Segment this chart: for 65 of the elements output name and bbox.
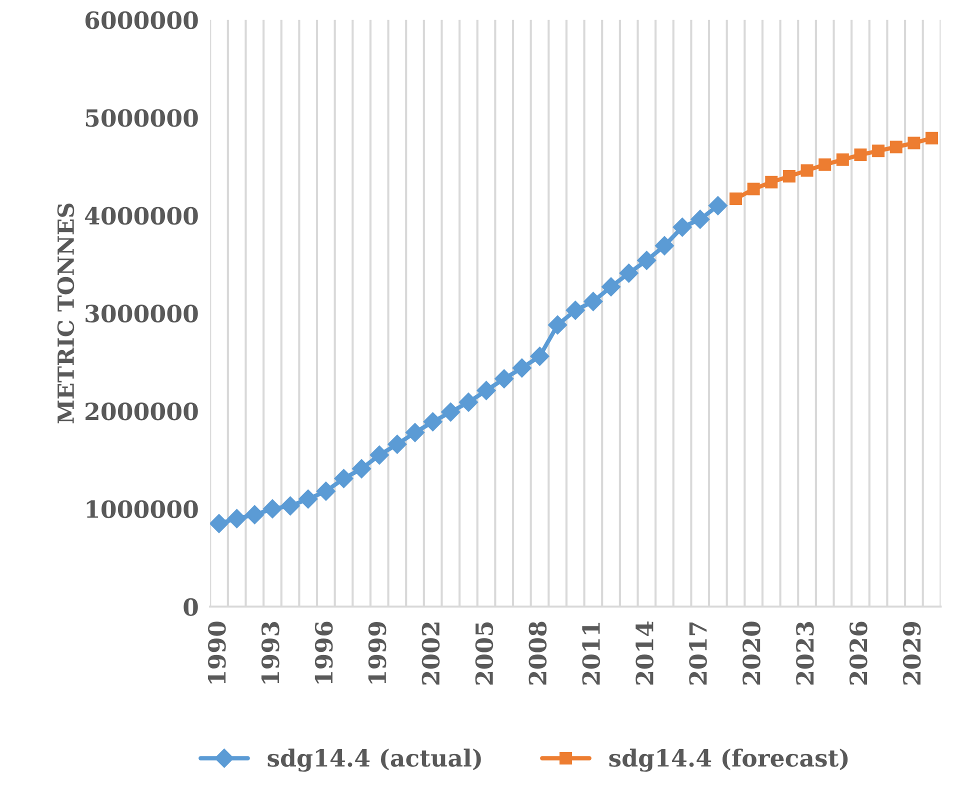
y-tick-label: 6000000 — [85, 11, 198, 30]
x-tick-label: 1996 — [314, 622, 333, 684]
point — [262, 499, 282, 518]
point — [566, 300, 585, 320]
x-tick-label: 2023 — [796, 622, 814, 685]
x-tick-label: 1999 — [368, 622, 386, 684]
point — [458, 392, 478, 412]
y-tick-label: 5000000 — [86, 109, 198, 127]
point — [405, 423, 425, 442]
point — [619, 264, 638, 283]
point — [708, 196, 728, 216]
y-tick-label: 4000000 — [84, 206, 198, 225]
point — [334, 468, 354, 488]
point — [690, 210, 710, 229]
point — [782, 170, 796, 183]
point — [654, 236, 674, 256]
y-axis-title: METRIC TONNES — [57, 204, 74, 424]
point — [818, 158, 832, 171]
point — [512, 358, 532, 378]
point — [494, 369, 514, 388]
y-tick-label: 0 — [184, 598, 198, 616]
legend-label: sdg14.4 (forecast) — [609, 748, 848, 772]
x-tick-label: 2011 — [582, 622, 600, 685]
point — [530, 346, 550, 366]
point — [672, 218, 692, 237]
point — [476, 380, 496, 400]
x-tick-label: 2026 — [849, 622, 868, 685]
point — [210, 514, 229, 534]
point — [747, 182, 760, 196]
point — [800, 164, 814, 177]
y-tick-label: 3000000 — [86, 304, 198, 323]
y-tick-label: 2000000 — [86, 402, 198, 420]
x-tick-label: 2020 — [742, 622, 760, 685]
point — [280, 496, 300, 516]
point — [352, 459, 372, 478]
x-tick-label: 2029 — [902, 622, 921, 685]
x-tick-label: 1990 — [208, 622, 226, 684]
x-tick-label: 2017 — [689, 622, 707, 685]
point — [388, 434, 407, 454]
point — [836, 153, 849, 166]
x-tick-label: 1993 — [261, 622, 280, 684]
point — [765, 176, 778, 188]
x-tick-label: 2002 — [422, 622, 440, 685]
point — [872, 144, 885, 158]
point — [730, 192, 742, 206]
point — [548, 315, 568, 335]
point — [854, 148, 867, 162]
x-tick-label: 2005 — [475, 622, 494, 685]
point — [423, 412, 442, 432]
point — [227, 509, 246, 528]
point — [584, 292, 603, 312]
point — [601, 277, 621, 296]
point — [908, 136, 920, 150]
point — [245, 505, 264, 524]
y-tick-label: 1000000 — [86, 500, 198, 518]
x-tick-label: 2014 — [636, 622, 654, 685]
point — [890, 140, 902, 154]
legend-label: sdg14.4 (actual) — [268, 748, 481, 772]
point — [637, 250, 656, 270]
point — [316, 482, 336, 501]
point — [926, 132, 938, 144]
point — [441, 402, 460, 422]
x-tick-label: 2008 — [528, 622, 547, 685]
point — [298, 490, 318, 509]
point — [370, 446, 389, 465]
